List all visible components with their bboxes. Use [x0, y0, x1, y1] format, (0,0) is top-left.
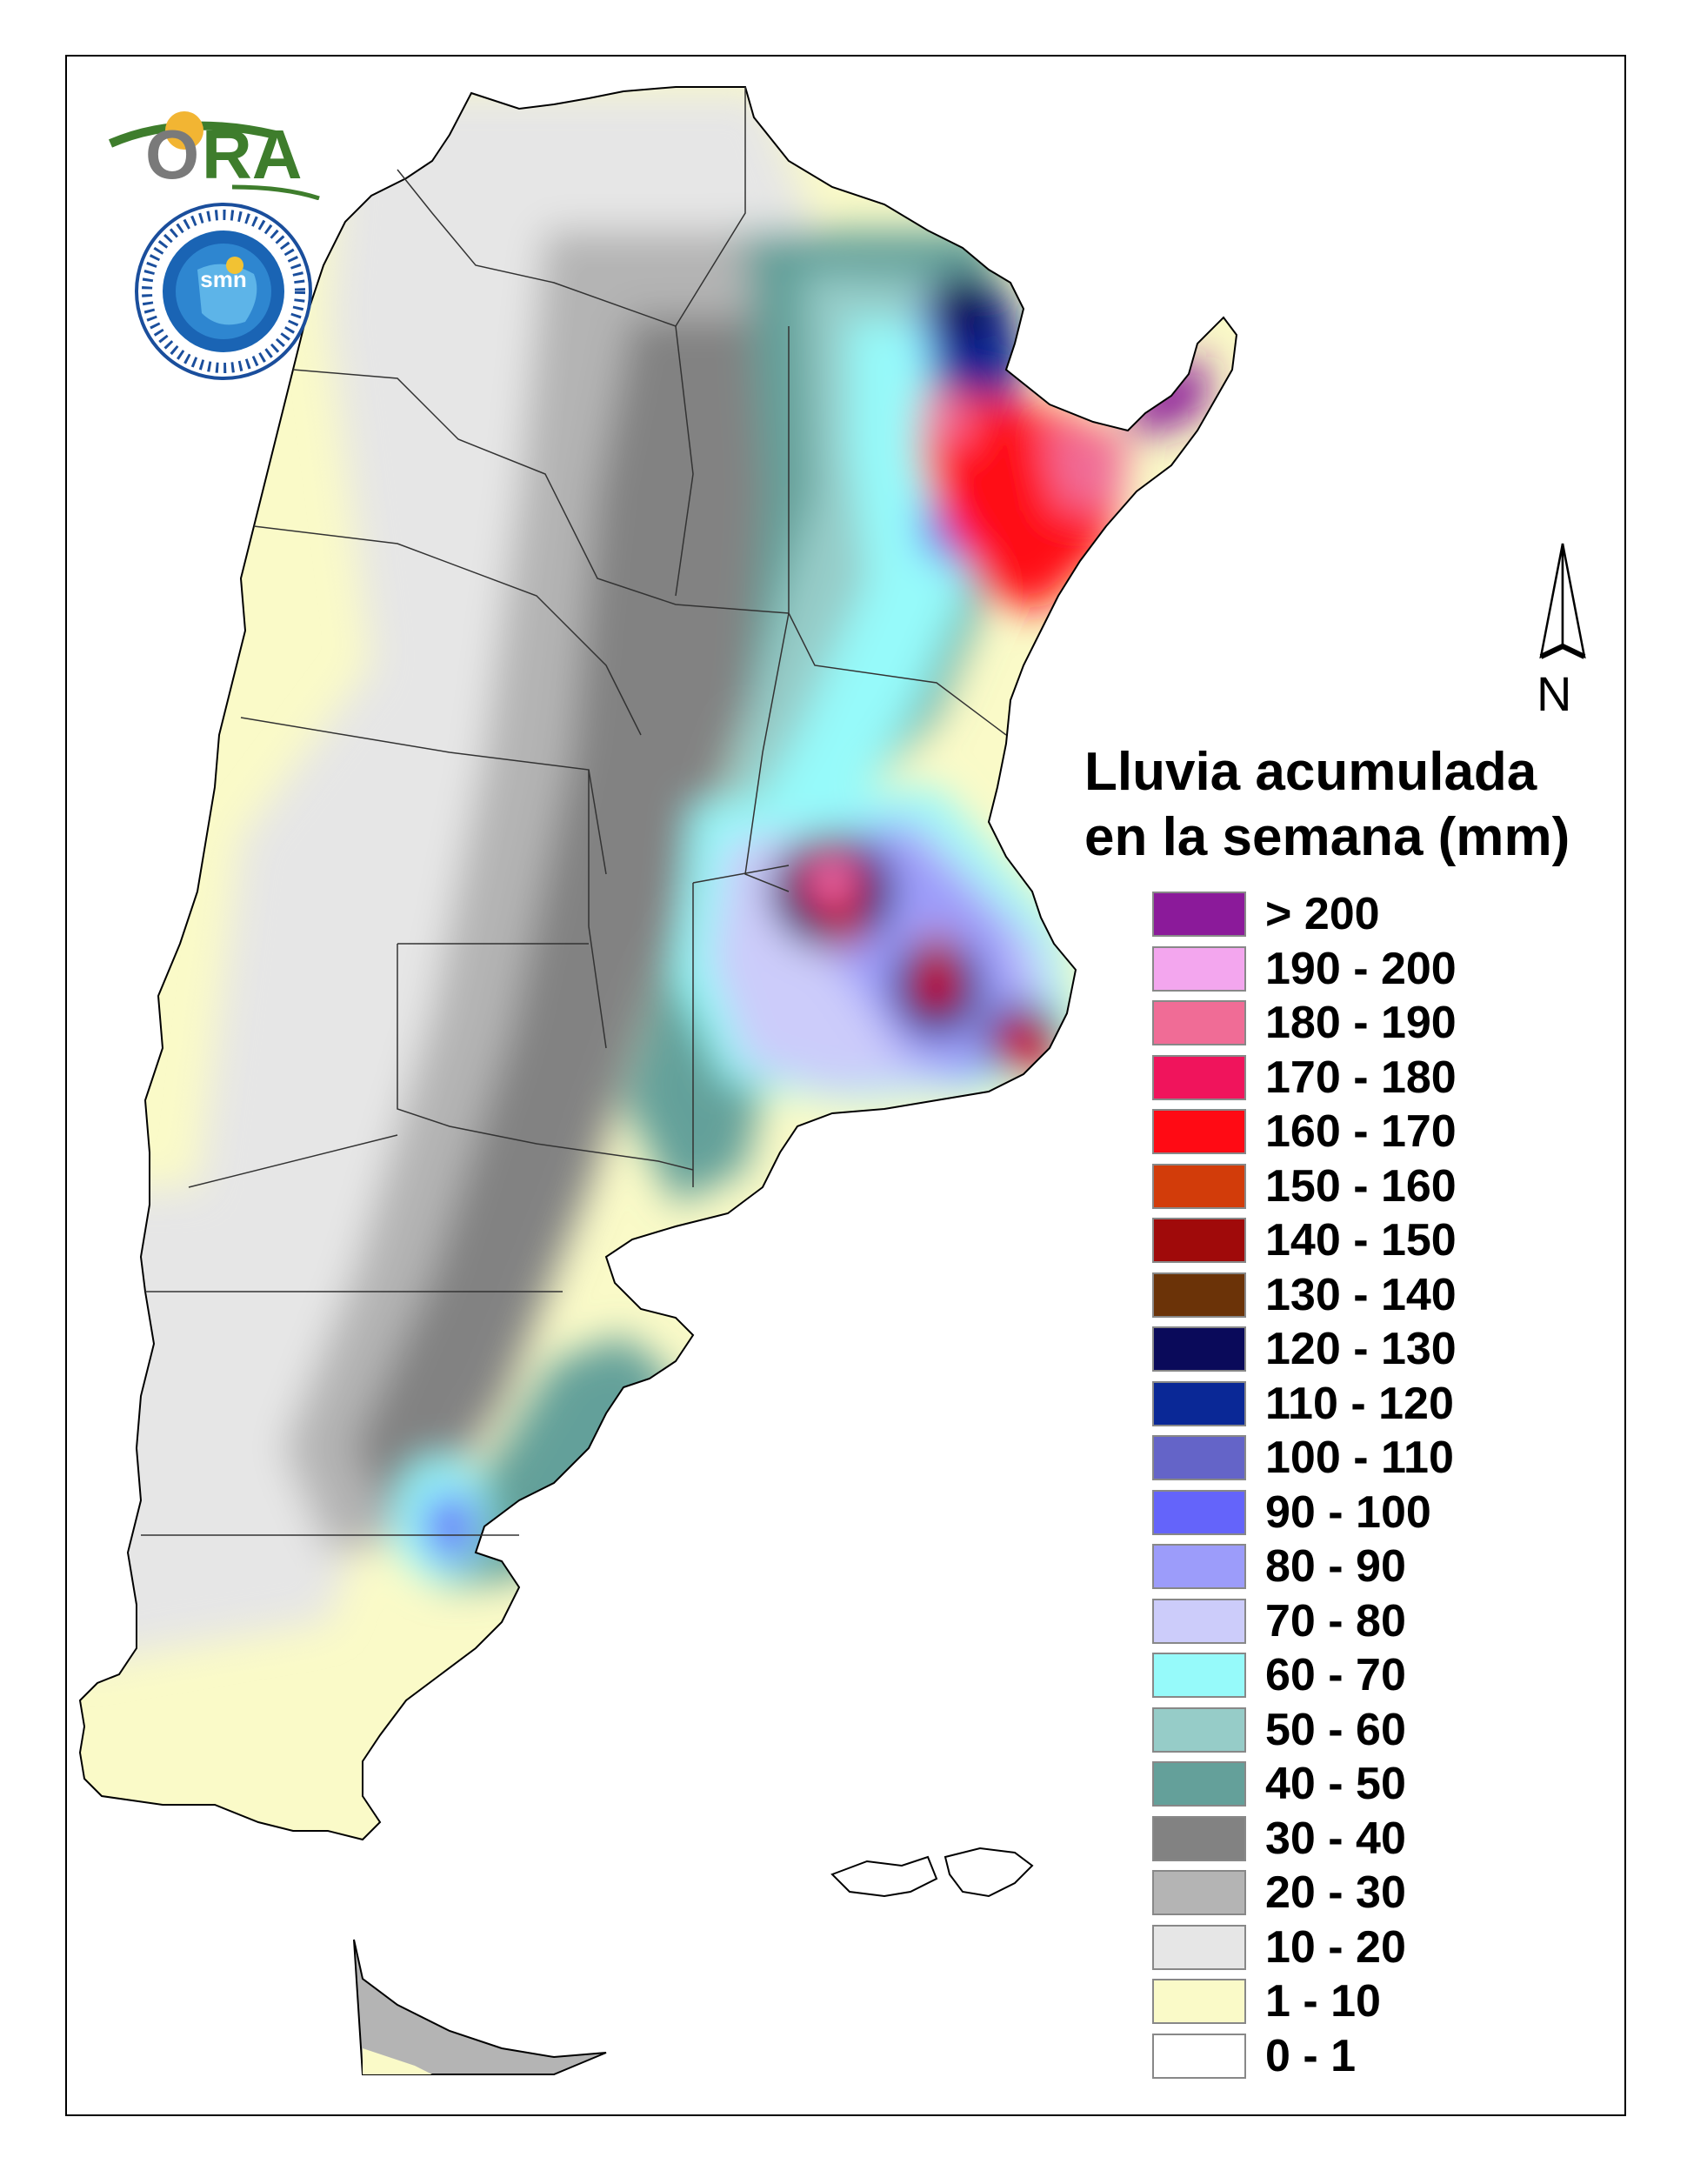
legend-label: > 200 [1265, 889, 1380, 939]
legend-title: Lluvia acumulada en la semana (mm) [1084, 739, 1570, 870]
legend-swatch [1152, 1000, 1246, 1045]
legend-item: 0 - 1 [1152, 2030, 1517, 2082]
legend-label: 100 - 110 [1265, 1433, 1454, 1483]
tierra-del-fuego [353, 1939, 607, 2075]
legend-item: 60 - 70 [1152, 1650, 1517, 1701]
legend-item: 110 - 120 [1152, 1378, 1517, 1430]
legend-swatch [1152, 1706, 1246, 1753]
legend-item: 130 - 140 [1152, 1269, 1517, 1321]
rainfall-map [78, 86, 1238, 2075]
legend-item: 50 - 60 [1152, 1704, 1517, 1756]
legend-swatch [1152, 892, 1246, 937]
legend-swatch [1152, 1870, 1246, 1915]
svg-text:O: O [145, 116, 199, 193]
legend-swatch [1152, 1815, 1246, 1861]
legend-item: 20 - 30 [1152, 1867, 1517, 1919]
legend-swatch [1152, 1761, 1246, 1807]
legend-title-line1: Lluvia acumulada [1084, 742, 1537, 802]
legend-swatch [1152, 1435, 1246, 1480]
legend-label: 150 - 160 [1265, 1160, 1457, 1212]
legend-title-line2: en la semana (mm) [1084, 807, 1570, 867]
legend-swatch [1152, 1598, 1246, 1644]
legend-label: 90 - 100 [1265, 1486, 1431, 1538]
legend-item: 160 - 170 [1152, 1106, 1517, 1158]
legend-label: 70 - 80 [1265, 1595, 1406, 1646]
legend-item: > 200 [1152, 889, 1517, 940]
legend-label: 140 - 150 [1265, 1215, 1457, 1266]
legend-item: 10 - 20 [1152, 1921, 1517, 1974]
legend-item: 90 - 100 [1152, 1486, 1517, 1539]
legend-swatch [1152, 1653, 1246, 1698]
legend-label: 50 - 60 [1265, 1704, 1406, 1755]
legend-item: 70 - 80 [1152, 1595, 1517, 1647]
north-label: N [1537, 666, 1572, 721]
legend-label: 40 - 50 [1265, 1759, 1406, 1809]
legend-label: 20 - 30 [1265, 1867, 1406, 1918]
legend-item: 140 - 150 [1152, 1215, 1517, 1266]
legend-label: 60 - 70 [1265, 1650, 1406, 1700]
legend-label: 170 - 180 [1265, 1052, 1457, 1103]
legend-label: 110 - 120 [1265, 1378, 1454, 1429]
legend-label: 30 - 40 [1265, 1813, 1406, 1864]
legend-swatch [1152, 1163, 1246, 1209]
legend-swatch [1152, 1489, 1246, 1535]
legend-label: 190 - 200 [1265, 943, 1457, 994]
ora-logo: O RA [108, 111, 320, 200]
legend-swatch [1152, 945, 1246, 992]
smn-seal-icon: smn [135, 203, 312, 380]
north-arrow-icon [1539, 543, 1586, 659]
svg-text:RA: RA [202, 116, 303, 193]
country-outline [78, 86, 1238, 1841]
legend-swatch [1152, 1272, 1246, 1318]
legend-swatch [1152, 1380, 1246, 1426]
legend-label: 120 - 130 [1265, 1324, 1457, 1374]
legend-item: 170 - 180 [1152, 1052, 1517, 1104]
legend-swatch [1152, 1326, 1246, 1372]
legend-label: 130 - 140 [1265, 1269, 1457, 1320]
islas-malvinas [830, 1847, 1034, 1898]
legend-label: 180 - 190 [1265, 998, 1457, 1048]
legend-label: 80 - 90 [1265, 1541, 1406, 1592]
legend-swatch [1152, 1924, 1246, 1970]
legend-swatch [1152, 1218, 1246, 1263]
legend-item: 100 - 110 [1152, 1433, 1517, 1484]
legend-item: 120 - 130 [1152, 1324, 1517, 1375]
legend-item: 1 - 10 [1152, 1976, 1517, 2027]
legend-swatch [1152, 1544, 1246, 1589]
province-boundaries [141, 87, 1007, 1536]
map-frame: O RA smn N Lluvia acumulada en la semana… [65, 55, 1626, 2116]
legend-item: 180 - 190 [1152, 998, 1517, 1049]
legend-item: 80 - 90 [1152, 1541, 1517, 1593]
legend-item: 190 - 200 [1152, 943, 1517, 995]
legend-label: 1 - 10 [1265, 1976, 1381, 2027]
legend-label: 0 - 1 [1265, 2030, 1357, 2081]
legend-swatch [1152, 1054, 1246, 1100]
legend-item: 30 - 40 [1152, 1813, 1517, 1865]
legend-item: 150 - 160 [1152, 1160, 1517, 1212]
legend-item: 40 - 50 [1152, 1759, 1517, 1810]
legend-swatch [1152, 2033, 1246, 2079]
legend-swatch [1152, 1109, 1246, 1154]
legend-label: 10 - 20 [1265, 1921, 1406, 1973]
legend-swatch [1152, 1979, 1246, 2024]
legend-label: 160 - 170 [1265, 1106, 1457, 1157]
